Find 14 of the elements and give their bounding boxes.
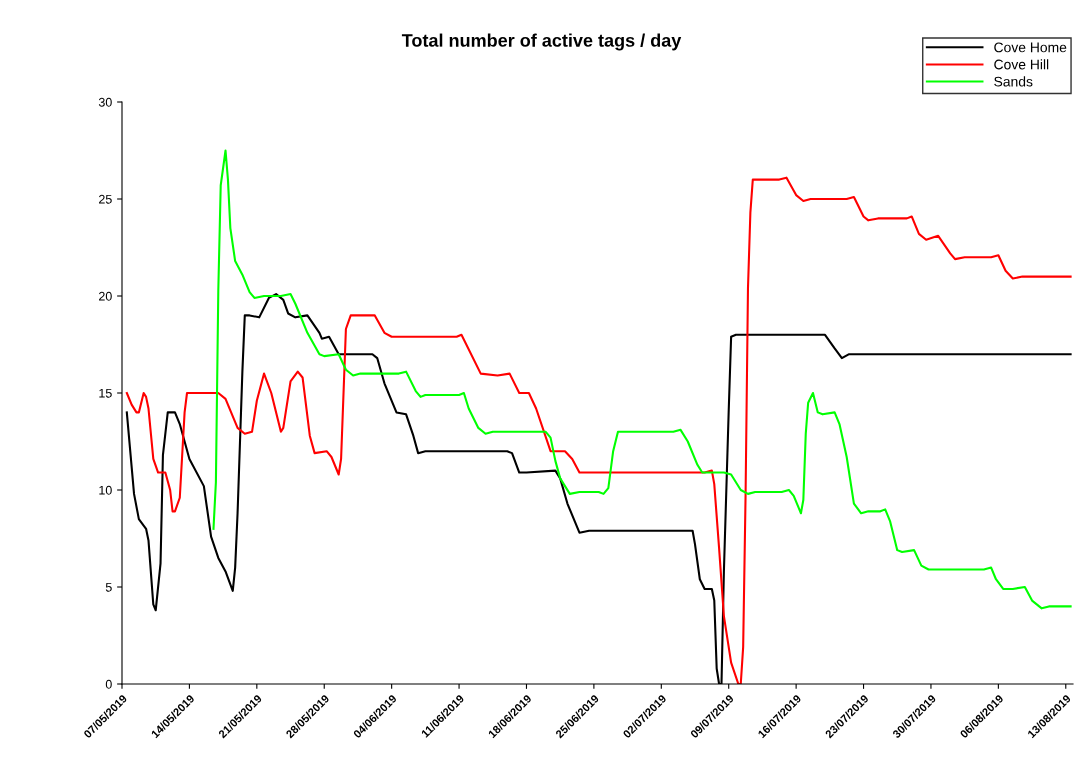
line-series: [212, 149, 1072, 610]
y-tick-label: 10: [99, 485, 112, 495]
legend-label: Cove Home: [994, 42, 1067, 53]
line-series: [125, 293, 1072, 684]
legend-label: Cove Hill: [994, 59, 1049, 70]
line-series: [125, 176, 1072, 684]
chart-title: Total number of active tags / day: [401, 33, 682, 51]
legend-label: Sands: [994, 76, 1033, 87]
y-tick-label: 20: [99, 291, 112, 301]
y-tick-label: 30: [98, 97, 112, 107]
y-tick-label: 0: [105, 679, 112, 689]
y-tick-label: 5: [105, 582, 112, 592]
y-tick-label: 25: [99, 194, 112, 204]
y-tick-label: 15: [99, 388, 112, 398]
